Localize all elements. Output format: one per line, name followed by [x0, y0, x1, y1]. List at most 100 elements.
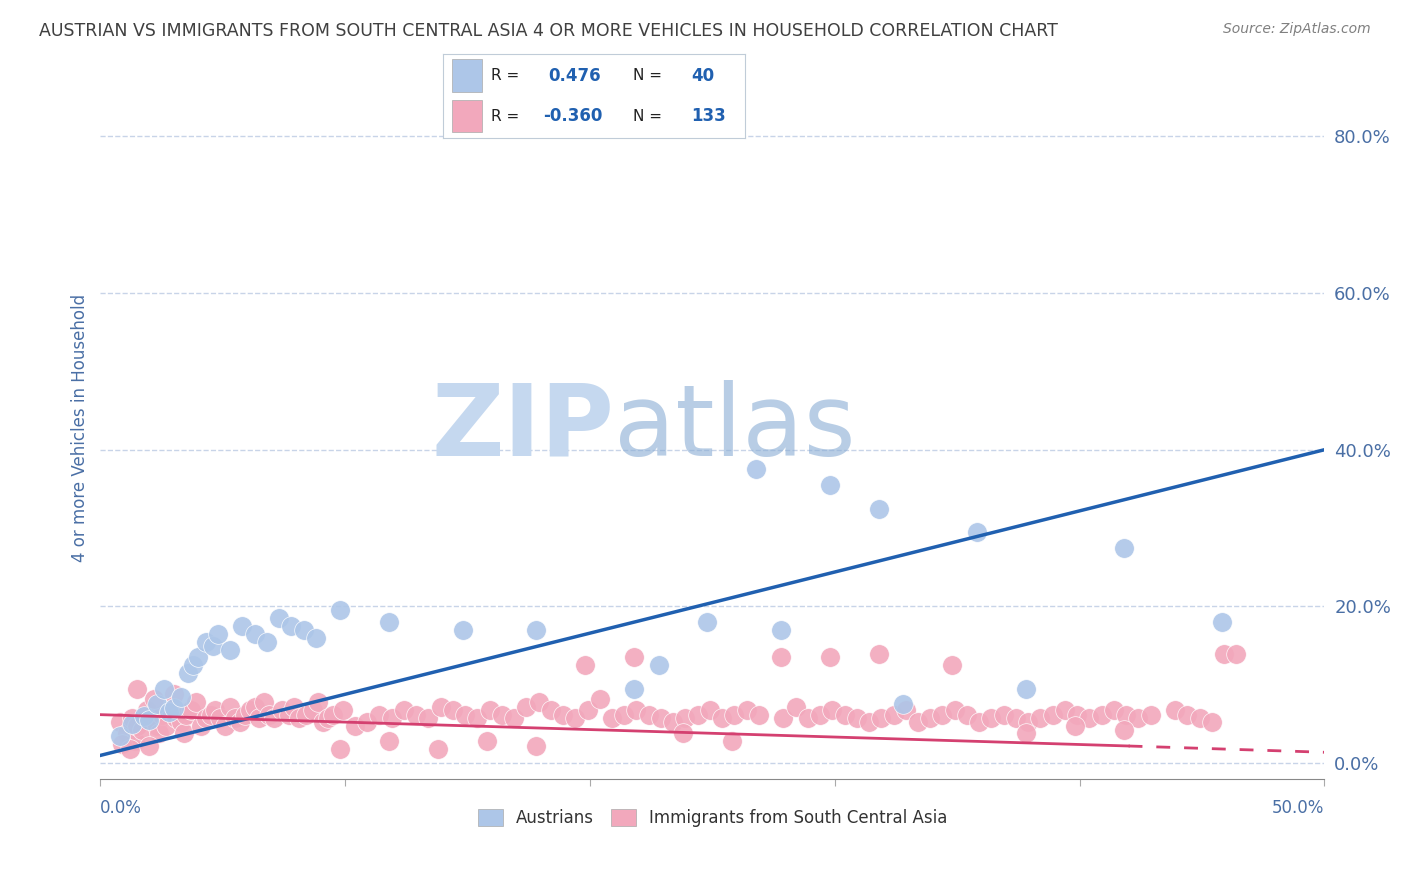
Point	[723, 707, 745, 722]
Point	[600, 711, 623, 725]
Point	[243, 627, 266, 641]
Point	[190, 718, 212, 732]
Point	[332, 703, 354, 717]
Point	[356, 715, 378, 730]
Point	[527, 695, 550, 709]
Text: 40: 40	[690, 67, 714, 85]
Legend: Austrians, Immigrants from South Central Asia: Austrians, Immigrants from South Central…	[471, 802, 953, 834]
Point	[956, 707, 979, 722]
Text: AUSTRIAN VS IMMIGRANTS FROM SOUTH CENTRAL ASIA 4 OR MORE VEHICLES IN HOUSEHOLD C: AUSTRIAN VS IMMIGRANTS FROM SOUTH CENTRA…	[39, 22, 1059, 40]
Point	[907, 715, 929, 730]
Point	[834, 707, 856, 722]
Point	[160, 703, 183, 717]
Point	[966, 524, 988, 539]
Point	[243, 699, 266, 714]
Point	[475, 734, 498, 748]
Text: N =: N =	[633, 109, 662, 124]
Text: N =: N =	[633, 68, 662, 83]
Point	[263, 711, 285, 725]
Point	[184, 695, 207, 709]
Point	[467, 711, 489, 725]
Point	[295, 707, 318, 722]
Point	[891, 698, 914, 712]
Point	[418, 711, 440, 725]
Point	[429, 699, 451, 714]
Point	[194, 634, 217, 648]
Text: R =: R =	[491, 68, 519, 83]
Text: 50.0%: 50.0%	[1272, 798, 1324, 816]
Point	[1112, 723, 1135, 738]
Point	[200, 707, 222, 722]
Point	[883, 707, 905, 722]
Point	[721, 734, 744, 748]
Point	[589, 692, 612, 706]
Point	[451, 623, 474, 637]
Point	[381, 711, 404, 725]
Text: atlas: atlas	[614, 380, 856, 476]
Point	[574, 658, 596, 673]
Point	[772, 711, 794, 725]
Point	[1211, 615, 1233, 629]
Point	[138, 739, 160, 753]
Point	[564, 711, 586, 725]
Point	[145, 718, 167, 732]
Point	[623, 650, 645, 665]
Point	[121, 711, 143, 725]
Point	[1053, 703, 1076, 717]
Point	[224, 711, 246, 725]
Text: Source: ZipAtlas.com: Source: ZipAtlas.com	[1223, 22, 1371, 37]
Point	[662, 715, 685, 730]
Point	[1128, 711, 1150, 725]
Point	[894, 703, 917, 717]
Point	[173, 726, 195, 740]
Point	[135, 703, 157, 717]
Point	[134, 709, 156, 723]
Text: 0.476: 0.476	[548, 67, 602, 85]
Point	[626, 703, 648, 717]
Point	[343, 718, 366, 732]
Point	[180, 703, 202, 717]
Point	[980, 711, 1002, 725]
Text: ZIP: ZIP	[432, 380, 614, 476]
Point	[108, 729, 131, 743]
Point	[845, 711, 868, 725]
Point	[769, 650, 792, 665]
Point	[1112, 541, 1135, 555]
Point	[201, 639, 224, 653]
Text: -0.360: -0.360	[543, 107, 602, 125]
Point	[267, 611, 290, 625]
FancyBboxPatch shape	[451, 100, 482, 132]
Point	[540, 703, 562, 717]
Point	[1164, 703, 1187, 717]
Point	[576, 703, 599, 717]
Point	[503, 711, 526, 725]
Point	[249, 711, 271, 725]
Point	[405, 707, 427, 722]
Point	[131, 723, 153, 737]
Point	[170, 715, 193, 730]
Point	[239, 703, 262, 717]
Point	[524, 623, 547, 637]
Point	[312, 715, 335, 730]
Point	[219, 699, 242, 714]
Point	[153, 681, 176, 696]
Point	[157, 706, 180, 720]
Text: 0.0%: 0.0%	[100, 798, 142, 816]
Point	[941, 658, 963, 673]
Point	[165, 711, 187, 725]
Point	[1063, 718, 1085, 732]
Point	[967, 715, 990, 730]
Point	[868, 501, 890, 516]
Point	[524, 739, 547, 753]
Point	[287, 711, 309, 725]
Point	[1066, 707, 1088, 722]
Point	[1091, 707, 1114, 722]
Point	[943, 703, 966, 717]
Point	[1017, 715, 1039, 730]
Point	[283, 699, 305, 714]
Point	[623, 681, 645, 696]
Point	[478, 703, 501, 717]
Point	[1213, 647, 1236, 661]
Point	[118, 742, 141, 756]
Point	[491, 707, 513, 722]
